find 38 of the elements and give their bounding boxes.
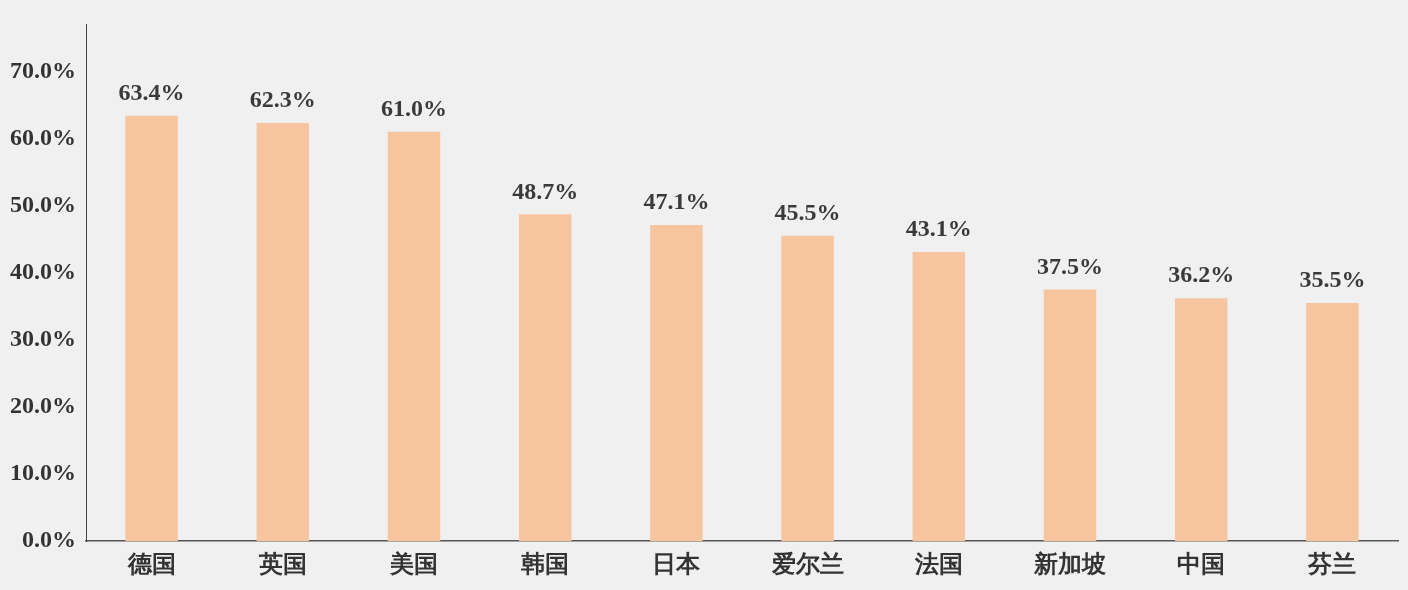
data-label: 36.2% [1168, 261, 1235, 288]
bar [518, 214, 572, 542]
bar [650, 225, 703, 542]
x-tick-label: 新加坡 [1033, 550, 1106, 577]
data-label: 48.7% [512, 177, 579, 204]
data-label: 37.5% [1037, 252, 1103, 279]
y-tick-label: 50.0% [10, 190, 76, 217]
bar [781, 235, 834, 542]
bar [387, 131, 441, 542]
data-label: 45.5% [774, 199, 841, 226]
x-tick-label: 韩国 [520, 550, 570, 577]
data-label: 47.1% [643, 188, 710, 215]
bar [912, 251, 966, 542]
x-tick-label: 美国 [389, 549, 438, 577]
x-tick-label: 中国 [1177, 550, 1226, 577]
y-tick-label: 70.0% [10, 56, 76, 83]
bar [1174, 298, 1228, 542]
y-tick-label: 0.0% [22, 526, 76, 553]
x-tick-label: 芬兰 [1307, 550, 1357, 577]
bar [256, 123, 310, 542]
y-tick-label: 60.0% [10, 123, 76, 150]
x-tick-label: 爱尔兰 [770, 550, 844, 577]
x-tick-label: 德国 [126, 550, 176, 577]
bar [1306, 302, 1359, 542]
x-tick-label: 日本 [652, 550, 702, 577]
bar [1043, 289, 1097, 542]
y-tick-label: 10.0% [10, 459, 76, 486]
data-label: 43.1% [905, 215, 972, 242]
y-tick-label: 30.0% [10, 325, 76, 352]
y-tick-label: 40.0% [10, 257, 76, 284]
y-tick-label: 20.0% [10, 392, 76, 419]
bar [125, 115, 178, 542]
data-label: 61.0% [381, 94, 447, 121]
data-label: 63.4% [118, 78, 185, 105]
data-label: 35.5% [1299, 266, 1366, 293]
data-label: 62.3% [249, 86, 316, 113]
x-tick-label: 英国 [257, 550, 307, 577]
x-tick-label: 法国 [913, 550, 963, 577]
